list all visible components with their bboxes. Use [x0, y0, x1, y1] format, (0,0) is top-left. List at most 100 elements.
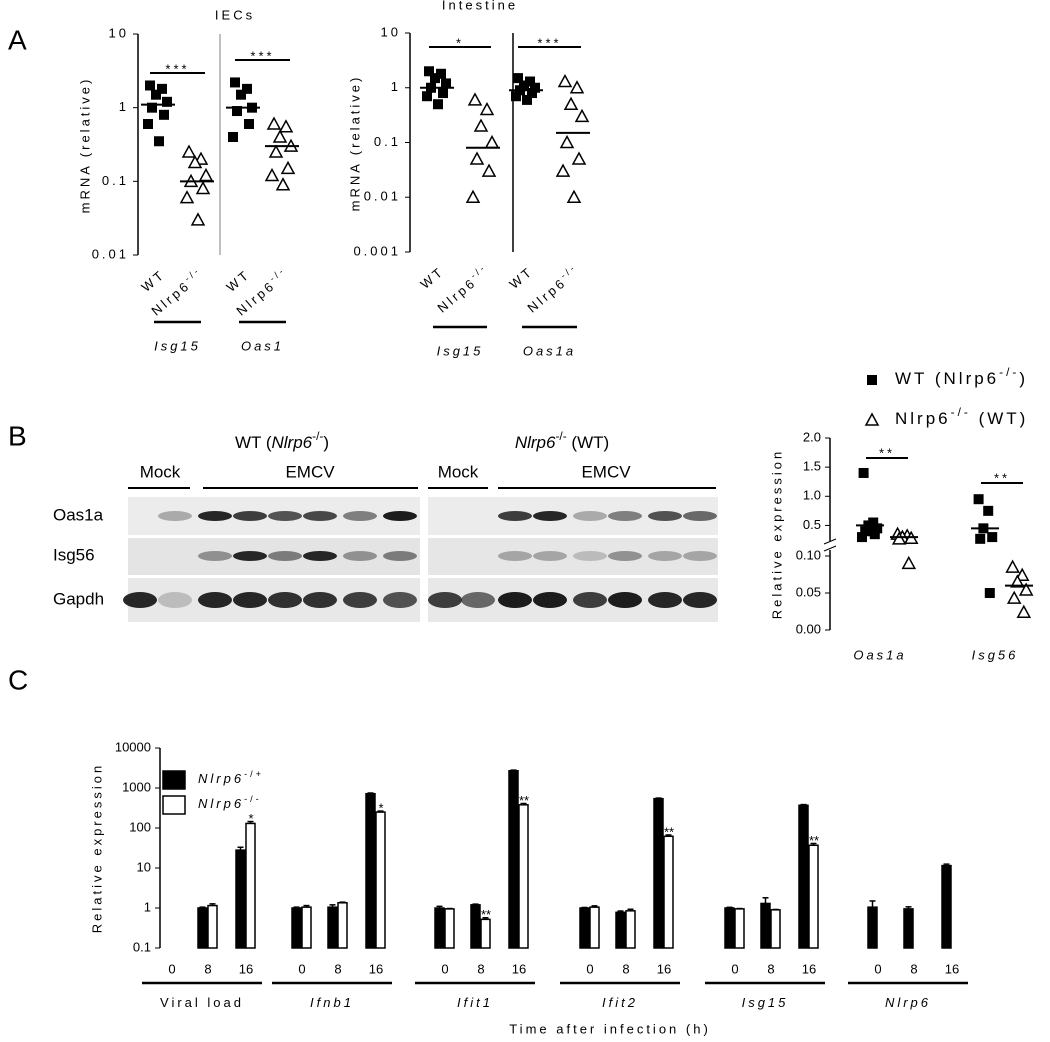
blot-band [498, 592, 532, 608]
blot-genotype-part: WT ( [235, 433, 272, 452]
point [983, 505, 994, 516]
point [473, 118, 489, 132]
x-tick-label: 0 [168, 961, 175, 976]
bar [245, 822, 256, 949]
bar [434, 907, 445, 949]
blot-protein: Oas1a [53, 505, 104, 524]
point [869, 529, 880, 540]
bar [625, 910, 636, 949]
blot-band [343, 551, 377, 561]
chart-title: Intestine [442, 0, 518, 12]
blot-band [608, 551, 642, 561]
bar [480, 918, 491, 949]
blot-protein: Isg56 [53, 545, 95, 564]
group-label-part: Ifit2 [602, 995, 638, 1010]
point [527, 88, 537, 99]
category-label: WT [223, 266, 253, 294]
blot-band [608, 511, 642, 521]
blot-band [123, 592, 157, 608]
x-tick-label: 16 [802, 961, 816, 976]
blot-band [198, 551, 232, 561]
legend-label-part: Nlrp6 [895, 409, 951, 428]
point [984, 588, 995, 598]
group-label: Ifit1 [457, 995, 493, 1010]
blot-treatment: EMCV [285, 462, 335, 481]
point [151, 89, 161, 100]
legend-label-part: ) [1019, 369, 1028, 388]
point [465, 189, 481, 203]
point [195, 180, 211, 195]
y-tick-label: 2.0 [803, 429, 821, 444]
blot-band [343, 511, 377, 521]
x-tick-label: 0 [298, 961, 305, 976]
point [266, 116, 282, 130]
legend-label-part: -/- [951, 405, 971, 419]
point [1014, 567, 1030, 581]
point [179, 190, 195, 204]
bar [337, 902, 348, 949]
blot-band [233, 511, 267, 521]
bar [375, 811, 386, 949]
y-tick-label: 0.01 [364, 189, 401, 204]
blot-band [268, 511, 302, 521]
y-tick-label: 1 [119, 99, 129, 114]
bar [615, 911, 626, 949]
blot-genotype-part: Nlrp6 [515, 433, 556, 452]
blot-band [573, 511, 607, 521]
point [872, 523, 883, 534]
sig-label: * [248, 811, 253, 826]
y-tick-label: 0.00 [796, 621, 821, 636]
point [569, 80, 585, 94]
bar [941, 864, 952, 949]
blot-band [343, 592, 377, 608]
point [571, 151, 587, 165]
sig-label: * [378, 801, 383, 816]
legend-label: Nlrp6-/+ [198, 769, 264, 786]
point [436, 68, 446, 79]
bar [579, 907, 590, 949]
group-label: Isg15 [742, 995, 789, 1010]
point [232, 106, 242, 117]
point [522, 94, 532, 105]
category-label-part: -/- [469, 262, 489, 281]
x-tick-label: 8 [204, 961, 211, 976]
blot-band [461, 592, 495, 608]
group-label: Viral load [160, 995, 244, 1010]
group-label-part: Isg15 [742, 995, 789, 1010]
blot-treatment: EMCV [581, 462, 631, 481]
bar [770, 909, 781, 949]
blot-band [268, 551, 302, 561]
blot-treatment: Mock [438, 462, 479, 481]
point [441, 78, 451, 89]
blot-band [533, 592, 567, 608]
group-label: Isg15 [154, 338, 201, 353]
bar [197, 907, 208, 949]
point [1006, 590, 1022, 604]
blot-band [303, 592, 337, 608]
y-axis-label: Relative expression [769, 449, 784, 619]
y-tick-label: 1 [391, 79, 401, 94]
point [867, 375, 877, 385]
point [566, 189, 582, 203]
point [864, 412, 880, 426]
category-label-part: Nlrp6 [435, 275, 480, 316]
point [857, 532, 867, 543]
point [187, 154, 203, 169]
blot-genotype: Nlrp6-/- (WT) [515, 429, 609, 452]
point [190, 212, 206, 226]
blot-band [268, 592, 302, 608]
bar [235, 849, 246, 949]
x-tick-label: 0 [731, 961, 738, 976]
point [469, 151, 485, 165]
x-tick-label: 0 [441, 961, 448, 976]
point [973, 494, 984, 505]
sig-label: ** [481, 907, 491, 922]
blot-band [573, 592, 607, 608]
legend-label-part: Nlrp6 [944, 369, 1000, 388]
point [557, 73, 573, 88]
x-tick-label: 16 [512, 961, 526, 976]
point [484, 134, 500, 149]
legend-swatch [162, 770, 186, 790]
x-tick-label: 16 [369, 961, 383, 976]
